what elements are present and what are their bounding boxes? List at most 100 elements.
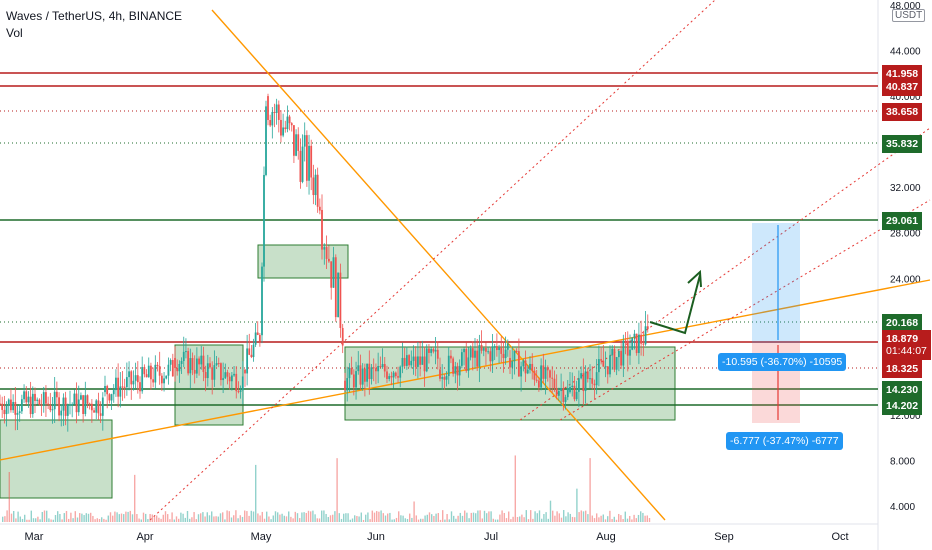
candle-body [198,358,200,365]
volume-bar [83,515,85,522]
volume-bar [376,511,378,522]
price-level-tag: 29.061 [882,212,923,230]
candle-body [53,391,56,410]
candle-body [228,376,231,382]
volume-bar [151,514,153,522]
volume-bar [138,518,140,522]
volume-bar [488,511,490,522]
candle-body [110,394,113,401]
candle-body [562,388,565,402]
candle-body [193,369,196,374]
volume-bar [74,511,76,522]
volume-bar [226,510,228,522]
volume-bar [560,517,563,522]
volume-bar [277,512,279,522]
candle-body [363,368,366,382]
channel-lower-line [559,199,931,421]
candle-body [244,369,246,374]
volume-bar [114,511,116,522]
volume-bar [461,515,464,522]
volume-bar [147,519,149,522]
volume-bar [393,519,395,522]
volume-bar [182,513,184,522]
volume-bar [54,515,57,522]
candle-body [555,388,558,396]
candle-body [502,353,505,359]
volume-bar [140,519,142,522]
candle-body [73,393,76,405]
volume-bar [184,517,186,522]
volume-bar [76,517,79,522]
volume-bar [600,515,602,522]
candle-body [189,358,192,374]
volume-bar [224,519,226,522]
candle-body [99,413,102,416]
currency-unit-badge[interactable]: USDT [892,9,926,22]
x-tick-label: Oct [831,531,848,543]
candle-body [635,333,638,354]
candle-body [230,375,233,382]
candle-body [509,357,511,368]
x-tick-label: Jun [367,531,385,543]
candle-body [401,357,404,367]
candle-body [256,332,259,335]
candle-body [241,376,244,391]
volume-bar [444,519,446,522]
candle-body [139,382,141,392]
candle-body [482,348,485,351]
candle-body [261,266,263,336]
volume-bar [596,513,598,522]
candle-body [397,376,399,378]
candle-body [414,356,417,367]
candle-body [646,326,649,330]
volume-bar [532,518,534,522]
volume-bar [530,510,532,522]
candle-body [18,411,21,414]
candle-body [452,358,455,374]
candle-body [125,377,128,388]
candle-body [213,365,216,380]
volume-bar [624,511,626,522]
volume-bar [501,510,503,522]
volume-bar [204,516,206,522]
candle-body [434,349,437,352]
volume-bar [613,516,615,522]
candle-body [412,356,415,361]
x-tick-label: May [251,531,272,543]
volume-bar [420,518,422,522]
volume-bar [303,512,305,522]
volume-bar [52,519,54,522]
candle-body [524,360,527,374]
volume-bar [145,513,147,522]
volume-bar [59,514,61,522]
volume-bar [398,511,400,522]
volume-bar [514,455,516,522]
volume-bar [129,510,131,522]
volume-bar [446,514,448,522]
channel-upper-line [149,0,716,521]
volume-bar [160,518,162,522]
candle-body [290,123,293,126]
volume-bar [395,517,398,522]
volume-bar [384,515,387,522]
candle-body [359,365,362,385]
candle-body [381,364,384,368]
candle-body [141,367,144,392]
volume-bar [387,513,389,522]
candle-body [419,356,422,365]
candle-body [432,349,435,352]
candle-body [498,347,500,351]
volume-bar [431,514,433,522]
candle-body [82,395,85,414]
channel-mid-line [519,127,931,421]
candle-body [93,410,95,413]
candle-body [564,397,567,402]
volume-bar [417,519,420,522]
volume-bar [200,513,202,522]
price-level-tag: 14.230 [882,381,923,399]
volume-bar [516,516,519,522]
volume-bar [274,511,277,522]
candle-body [370,367,373,380]
candle-body [445,376,448,380]
